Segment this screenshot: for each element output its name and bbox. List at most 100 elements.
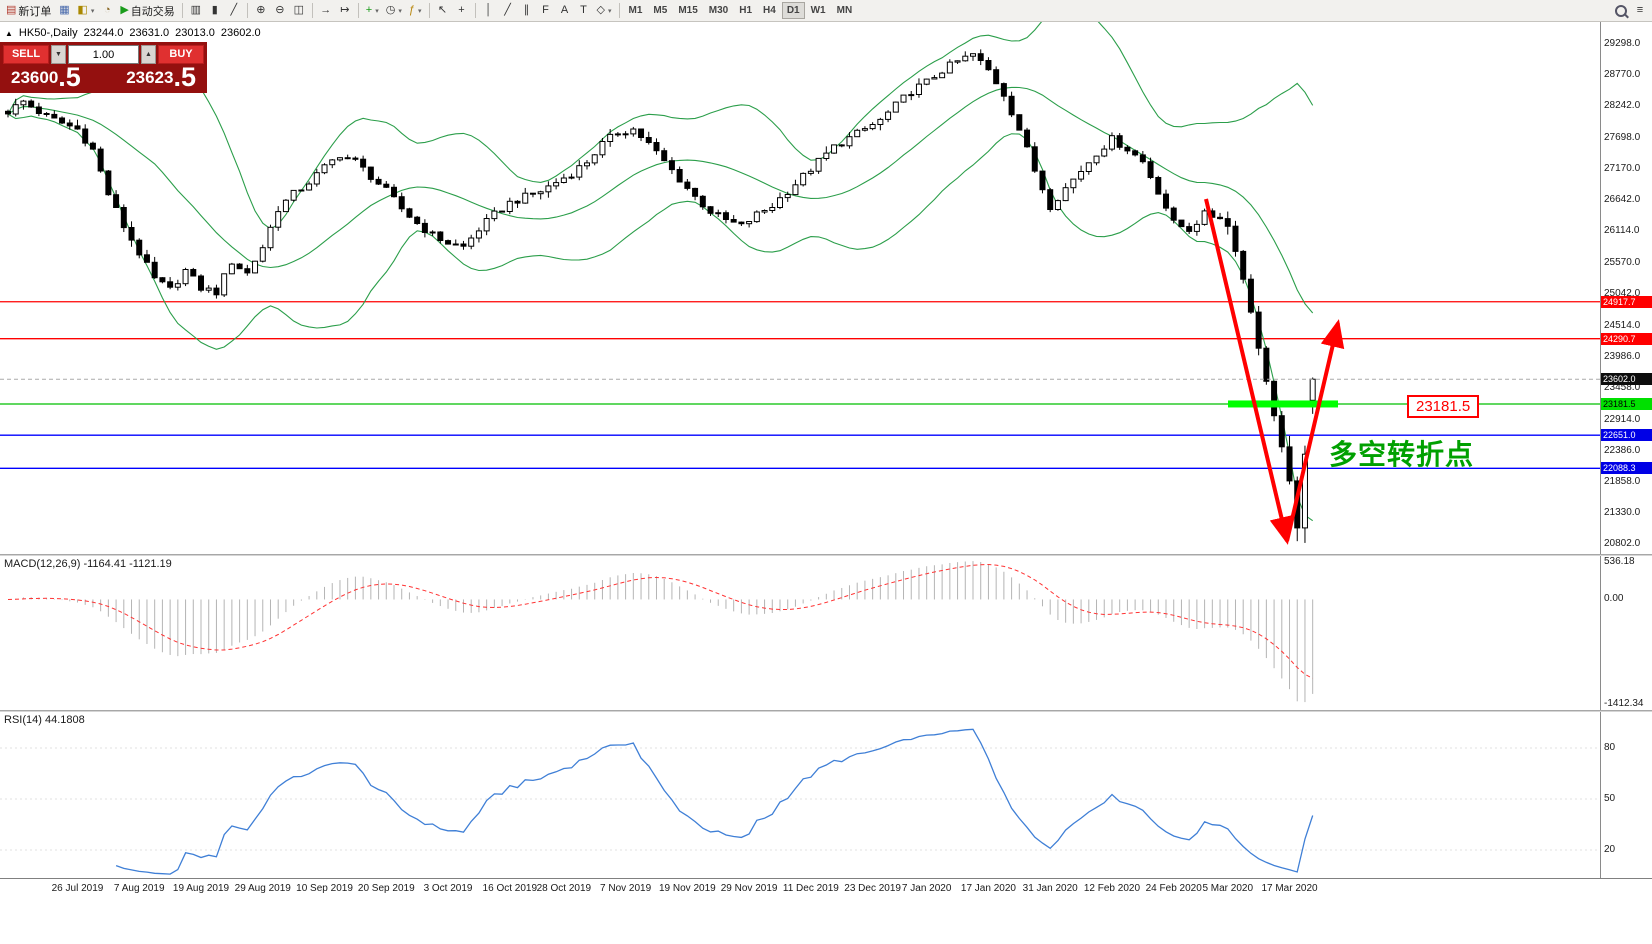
timeframe-m5[interactable]: M5 [648,2,672,19]
period-selector-button[interactable]: ◷ ▾ [383,2,405,20]
support-highlight-segment[interactable] [1228,400,1338,408]
shapes-button[interactable]: ◇ ▾ [594,2,615,20]
vertical-line-icon[interactable]: │ [480,2,498,20]
trendline-icon[interactable]: ╱ [499,2,517,20]
macd-panel[interactable] [0,556,1600,710]
timeframe-m30[interactable]: M30 [704,2,733,19]
price-tick: 29298.0 [1604,38,1641,49]
buy-price[interactable]: 23623.5 [126,62,196,92]
equidistant-channel-icon[interactable]: ∥ [518,2,536,20]
rsi-axis[interactable]: 80 50 20 [1600,712,1652,878]
crosshair-icon[interactable]: + [453,2,471,20]
time-axis[interactable]: 26 Jul 2019 7 Aug 2019 19 Aug 2019 29 Aug 2… [0,880,1600,900]
zoom-out-icon[interactable]: ⊖ [271,2,289,20]
collapse-icon[interactable]: ▲ [5,28,13,38]
price-tick: 24514.0 [1604,319,1641,331]
line-chart-icon[interactable]: ╱ [225,2,243,20]
volume-decrease-button[interactable]: ▼ [51,45,66,64]
timeframe-w1[interactable]: W1 [806,2,831,19]
date-label: 20 Sep 2019 [357,883,415,894]
date-label: 29 Aug 2019 [234,883,291,894]
chevron-down-icon: ▾ [375,7,379,15]
search-icon[interactable] [1612,2,1630,20]
text-icon[interactable]: A [556,2,574,20]
chart-list-icon[interactable]: ≡ [1631,2,1649,20]
price-label-red: 24917.7 [1601,295,1652,308]
sell-button[interactable]: SELL [3,45,49,64]
new-order-button[interactable]: ▤ 新订单 [3,2,54,20]
date-label: 17 Jan 2020 [960,883,1016,894]
turning-point-annotation[interactable]: 多空转折点 [1329,439,1475,470]
date-label: 3 Oct 2019 [423,883,473,894]
alerts-icon[interactable]: ◔ [98,2,116,20]
auto-scroll-icon[interactable]: → [317,2,335,20]
bollinger-middle [7,86,1314,314]
chart-ohlc-header: ▲ HK50-,Daily 23244.0 23631.0 23013.0 23… [5,27,261,39]
cursor-icon[interactable]: ↖ [434,2,452,20]
toolbar: ▤ 新订单 ▦ ◧ ▾ ◔ ▶ 自动交易 ▥ ▮ ╱ ⊕ ⊖ ◫ → ↦ + ▾ ◷ ▾ ƒ ▾ ↖ + │ ╱ ∥ F A T ◇ ▾ M1 M… [0,0,1652,22]
timeframe-h1[interactable]: H1 [734,2,757,19]
price-tick: 22914.0 [1604,413,1641,425]
panel-separator[interactable] [0,554,1652,556]
support-price-label[interactable]: 23181.5 [1407,395,1480,418]
tile-windows-icon[interactable]: ◫ [290,2,308,20]
macd-title: MACD(12,26,9) -1164.41 -1121.19 [4,558,172,570]
price-tick: 28242.0 [1604,100,1641,112]
price-tick: 21858.0 [1604,475,1641,487]
price-axis[interactable]: 29298.0 28770.0 28242.0 27698.0 27170.0 26642… [1600,22,1652,554]
ohlc-open: 23244.0 [83,27,124,39]
bollinger-upper [7,22,1314,230]
date-label: 12 Feb 2020 [1083,883,1141,894]
date-label: 23 Dec 2019 [844,883,901,894]
volume-increase-button[interactable]: ▲ [141,45,156,64]
volume-input[interactable] [68,45,139,64]
timeframe-m1[interactable]: M1 [624,2,648,19]
timeframe-m15[interactable]: M15 [673,2,702,19]
symbol-period: HK50-,Daily [18,27,78,39]
date-label: 17 Mar 2020 [1261,883,1318,894]
zoom-in-icon[interactable]: ⊕ [252,2,270,20]
trend-arrow-down[interactable] [1204,198,1294,545]
text-label-icon[interactable]: T [575,2,593,20]
price-tick: 21330.0 [1604,506,1641,518]
buy-button[interactable]: BUY [158,45,204,64]
toolbar-separator [618,3,620,18]
price-tick: 26114.0 [1604,225,1640,237]
date-label: 10 Sep 2019 [296,883,353,894]
trend-arrow-up[interactable] [1285,319,1345,542]
price-tick: 26642.0 [1604,194,1641,206]
timeframe-h4[interactable]: H4 [758,2,781,19]
indicators-button[interactable]: ƒ ▾ [406,2,425,20]
rsi-tick: 50 [1604,793,1616,804]
price-tick: 23458.0 [1604,381,1641,393]
macd-tick: -1412.34 [1604,698,1644,709]
price-tick: 20802.0 [1604,538,1641,549]
macd-tick: 0.00 [1604,593,1624,605]
chart-window-icon[interactable]: ▦ [55,2,73,20]
panel-separator[interactable] [0,710,1652,712]
price-label-current: 23602.0 [1601,373,1652,386]
timeframe-d1[interactable]: D1 [781,2,805,19]
candlestick-chart-icon[interactable]: ▮ [206,2,224,20]
one-click-trading-panel: SELL ▼ ▲ BUY 23600.5 23623.5 [0,42,207,93]
chevron-down-icon: ▾ [90,7,95,15]
autotrading-button[interactable]: ▶ 自动交易 [117,2,177,20]
timeframe-mn[interactable]: MN [832,2,858,19]
price-tick: 23986.0 [1604,350,1641,362]
date-label: 7 Jan 2020 [901,883,952,894]
date-label: 24 Feb 2020 [1145,883,1202,894]
macd-axis[interactable]: 536.18 0.00 -1412.34 [1600,556,1652,710]
toolbar-separator [311,3,313,18]
sell-price[interactable]: 23600.5 [11,62,81,92]
rsi-panel[interactable] [0,712,1600,878]
chevron-down-icon: ▾ [418,7,422,15]
fibonacci-icon[interactable]: F [537,2,555,20]
chart-shift-icon[interactable]: ↦ [336,2,354,20]
bar-chart-icon[interactable]: ▥ [187,2,205,20]
chart-window[interactable]: ▲ HK50-,Daily 23244.0 23631.0 23013.0 23… [0,22,1652,944]
price-chart[interactable] [0,22,1600,554]
profiles-button[interactable]: ◧ ▾ [74,2,97,20]
price-label-red: 24290.7 [1601,332,1652,345]
date-label: 29 Nov 2019 [720,883,778,894]
new-chart-button[interactable]: + ▾ [363,2,382,20]
